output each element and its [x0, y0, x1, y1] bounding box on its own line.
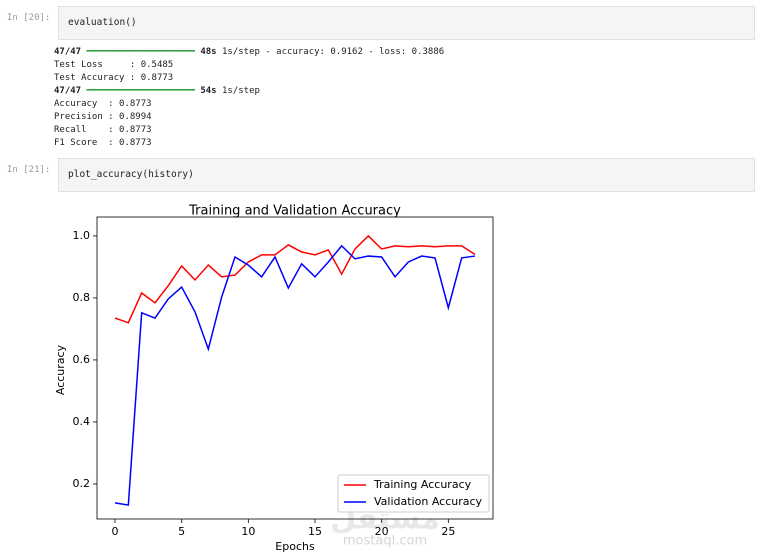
y-axis-label: Accuracy — [54, 344, 67, 395]
output-line: 47/47 ━━━━━━━━━━━━━━━━━━━━ 48s 1s/step -… — [54, 46, 444, 59]
cell-prompt: In [21]: — [7, 165, 51, 175]
progress-bar: ━━━━━━━━━━━━━━━━━━━━ — [86, 86, 195, 96]
progress-info: 1s/step - accuracy: 0.9162 - loss: 0.388… — [222, 47, 445, 57]
plot-area — [96, 216, 494, 520]
x-tick-label: 20 — [375, 525, 389, 538]
x-tick-label: 10 — [241, 525, 255, 538]
code-cell[interactable]: evaluation() — [58, 6, 755, 40]
y-tick-label: 0.4 — [73, 415, 91, 428]
y-tick-label: 0.8 — [73, 291, 91, 304]
output-line: Precision : 0.8994 — [54, 112, 152, 122]
code-cell[interactable]: plot_accuracy(history) — [58, 158, 755, 192]
x-tick-label: 5 — [178, 525, 185, 538]
progress-count: 47/47 — [54, 47, 82, 57]
y-tick-label: 1.0 — [73, 229, 91, 242]
x-axis-label: Epochs — [275, 540, 315, 553]
output-line: Test Accuracy : 0.8773 — [54, 73, 174, 83]
y-tick-label: 0.2 — [73, 477, 91, 490]
output-line: Recall : 0.8773 — [54, 125, 152, 135]
watermark: mostaql.com — [343, 534, 427, 549]
cell-output: 47/47 ━━━━━━━━━━━━━━━━━━━━ 48s 1s/step -… — [54, 46, 444, 150]
progress-time: 54s — [200, 86, 217, 96]
cell-prompt: In [20]: — [7, 13, 51, 23]
output-line: 47/47 ━━━━━━━━━━━━━━━━━━━━ 54s 1s/step — [54, 85, 444, 98]
output-line: Accuracy : 0.8773 — [54, 99, 152, 109]
chart-title: Training and Validation Accuracy — [188, 204, 401, 219]
output-line: Test Loss : 0.5485 — [54, 60, 174, 70]
legend-label: Training Accuracy — [373, 478, 472, 491]
output-line: F1 Score : 0.8773 — [54, 138, 152, 148]
data-line — [114, 244, 476, 506]
data-line — [114, 234, 476, 324]
legend-box — [337, 474, 490, 513]
progress-count: 47/47 — [54, 86, 82, 96]
y-tick-label: 0.6 — [73, 353, 91, 366]
progress-bar: ━━━━━━━━━━━━━━━━━━━━ — [86, 47, 195, 57]
x-tick-label: 25 — [441, 525, 455, 538]
legend-label: Validation Accuracy — [374, 495, 483, 508]
x-tick-label: 0 — [112, 525, 119, 538]
progress-info: 1s/step — [222, 86, 260, 96]
x-tick-label: 15 — [308, 525, 322, 538]
progress-time: 48s — [200, 47, 217, 57]
